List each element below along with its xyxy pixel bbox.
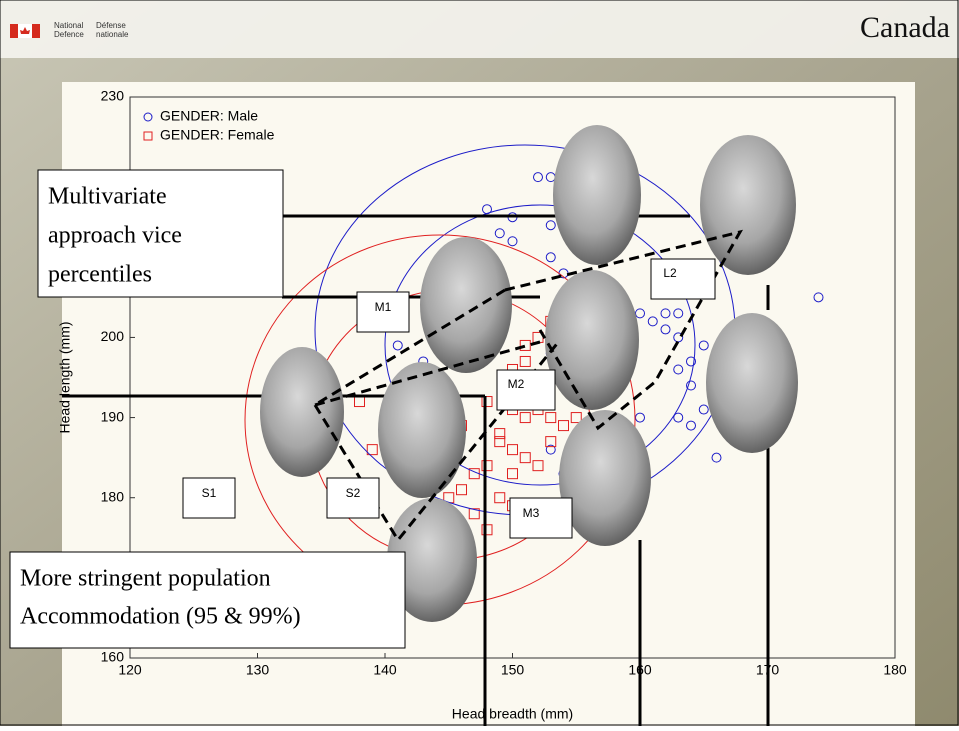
- dept-en: National: [54, 21, 84, 30]
- y-tick-label: 180: [101, 488, 125, 504]
- x-tick-label: 130: [246, 662, 270, 678]
- y-tick-label: 190: [101, 408, 125, 424]
- wordmark: Canada: [860, 11, 950, 44]
- flag: [10, 24, 40, 38]
- x-tick-label: 140: [373, 662, 397, 678]
- x-tick-label: 150: [501, 662, 525, 678]
- group-label: S2: [346, 486, 361, 500]
- legend-label: GENDER: Male: [160, 108, 258, 124]
- slide: National Defence Défense nationale Canad…: [0, 0, 959, 726]
- callout-line: More stringent population: [20, 566, 271, 592]
- callout-line: Multivariate: [48, 184, 167, 210]
- dept-en: Defence: [54, 30, 84, 39]
- group-label: M1: [375, 300, 392, 314]
- dept-fr: nationale: [96, 30, 129, 39]
- group-label: L2: [663, 266, 677, 280]
- callout-line: percentiles: [48, 262, 152, 288]
- y-tick-label: 200: [101, 328, 125, 344]
- dept-fr: Défense: [96, 21, 126, 30]
- group-label: M3: [523, 506, 540, 520]
- y-axis-title: Head length (mm): [57, 321, 73, 433]
- group-label: M2: [508, 377, 525, 391]
- x-tick-label: 180: [883, 662, 907, 678]
- header-band: [0, 0, 959, 58]
- x-axis-title: Head breadth (mm): [452, 706, 573, 722]
- callout-line: approach vice: [48, 223, 182, 249]
- y-tick-label: 230: [101, 88, 125, 104]
- y-tick-label: 160: [101, 649, 125, 665]
- legend-label: GENDER: Female: [160, 127, 275, 143]
- callout-line: Accommodation (95 & 99%): [20, 604, 301, 630]
- group-label: S1: [202, 486, 217, 500]
